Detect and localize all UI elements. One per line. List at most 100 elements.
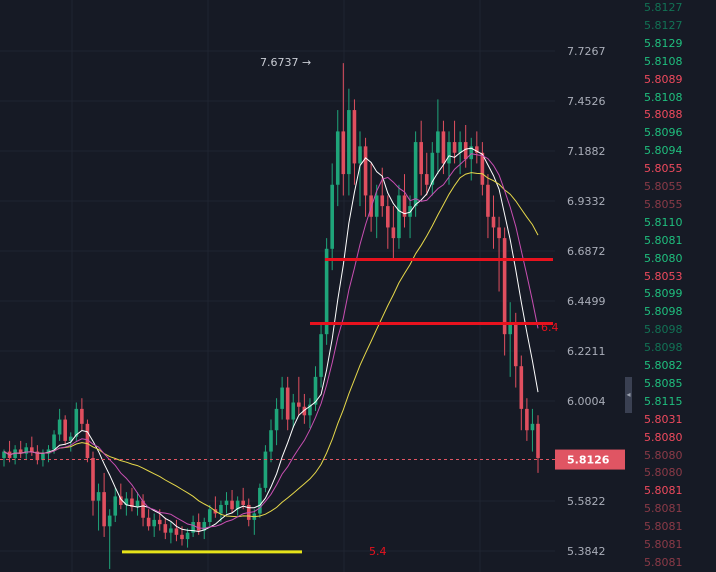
- high-price-marker: 7.6737 →: [260, 56, 311, 69]
- book-price: 5.8098: [644, 341, 683, 355]
- book-price: 5.8098: [644, 305, 683, 319]
- book-price: 5.8080: [644, 251, 683, 265]
- book-price: 5.8098: [644, 323, 683, 337]
- candle-body: [130, 498, 134, 508]
- book-price: 5.8055: [644, 162, 683, 176]
- book-price: 5.8088: [644, 108, 683, 122]
- candle-body: [107, 515, 112, 527]
- candle-body: [191, 522, 195, 533]
- candle-body: [341, 131, 346, 175]
- y-tick-label: 5.5822: [567, 495, 606, 508]
- book-price: 5.8094: [644, 144, 683, 158]
- book-price: 5.8108: [644, 54, 683, 68]
- y-tick-label: 7.4526: [567, 95, 606, 108]
- candle-body: [530, 423, 535, 431]
- candle-body: [74, 408, 79, 437]
- candle-body: [68, 436, 73, 441]
- candle-body: [330, 184, 334, 249]
- book-price: 5.8080: [644, 466, 683, 480]
- candle-body: [113, 496, 118, 516]
- candle-body: [335, 131, 340, 185]
- candle-body: [358, 146, 362, 164]
- candle-body: [208, 509, 212, 523]
- candles: [2, 63, 540, 569]
- candle-body: [519, 366, 524, 409]
- candle-body: [285, 387, 290, 420]
- candle-body: [402, 195, 407, 217]
- y-tick-label: 6.2211: [567, 345, 606, 358]
- book-price: 5.8099: [644, 287, 683, 301]
- current-price-tag: [555, 449, 625, 470]
- candle-body: [80, 408, 84, 424]
- candle-body: [202, 522, 207, 531]
- candle-body: [258, 487, 262, 514]
- candle-body: [430, 152, 435, 185]
- candle-body: [274, 408, 279, 431]
- moving-average-line: [3, 153, 539, 529]
- candle-body: [324, 248, 329, 335]
- book-price: 5.8082: [644, 359, 683, 372]
- candle-body: [308, 404, 312, 416]
- chevron-left-icon: ◂: [626, 390, 631, 399]
- candle-body: [174, 528, 179, 535]
- candle-body: [2, 451, 6, 458]
- annotation-5-4: 5.4: [369, 545, 387, 558]
- candle-body: [63, 419, 67, 441]
- candle-body: [263, 451, 268, 488]
- book-price: 5.8080: [644, 448, 683, 462]
- book-price: 5.8080: [644, 430, 683, 444]
- book-price: 5.8127: [644, 1, 683, 14]
- candle-body: [241, 500, 245, 505]
- candle-body: [391, 227, 396, 239]
- candle-body: [302, 406, 307, 416]
- candle-body: [196, 522, 201, 531]
- book-price: 5.8096: [644, 126, 683, 140]
- candle-body: [469, 146, 474, 160]
- book-price: 5.8081: [644, 538, 683, 551]
- candle-body: [380, 195, 385, 207]
- candle-body: [413, 142, 418, 207]
- y-tick-label: 6.0004: [567, 395, 606, 408]
- candle-body: [85, 423, 90, 458]
- candle-body: [374, 195, 379, 217]
- candle-body: [152, 519, 156, 527]
- book-price: 5.8055: [644, 180, 683, 193]
- candle-body: [224, 500, 229, 505]
- candle-body: [146, 517, 151, 527]
- candle-body: [497, 227, 501, 239]
- candle-body: [508, 323, 512, 335]
- candle-body: [291, 402, 296, 420]
- candle-body: [419, 142, 423, 175]
- book-price: 5.8081: [644, 484, 683, 498]
- y-tick-label: 6.6872: [567, 245, 606, 258]
- candle-body: [525, 408, 529, 431]
- current-price-label: 5.8126: [567, 454, 610, 467]
- book-price: 5.8115: [644, 394, 683, 408]
- candle-body: [102, 492, 106, 527]
- candle-body: [52, 434, 56, 450]
- candle-body: [135, 500, 140, 508]
- candle-body: [475, 146, 479, 153]
- y-tick-label: 6.4499: [567, 295, 606, 308]
- annotation-6-4: 6.4: [541, 321, 559, 334]
- candle-body: [46, 449, 51, 454]
- candle-body: [219, 504, 223, 514]
- candle-body: [352, 110, 357, 164]
- candle-body: [463, 142, 468, 160]
- candle-body: [436, 131, 440, 153]
- candle-body: [480, 152, 485, 185]
- candle-body: [163, 524, 168, 533]
- candle-body: [96, 492, 101, 501]
- collapse-tab[interactable]: ◂: [625, 377, 632, 413]
- candle-body: [536, 423, 540, 458]
- candle-body: [141, 500, 145, 518]
- book-price: 5.8081: [644, 502, 683, 516]
- candle-body: [424, 174, 429, 185]
- candle-body: [91, 457, 95, 501]
- candle-body: [452, 142, 457, 153]
- price-chart[interactable]: 7.7267 7.4526 7.1882 6.9332 6.6872 6.4499 6.22…: [0, 0, 636, 572]
- candle-body: [235, 500, 240, 510]
- candle-body: [386, 206, 390, 228]
- book-price: 5.8127: [644, 18, 683, 32]
